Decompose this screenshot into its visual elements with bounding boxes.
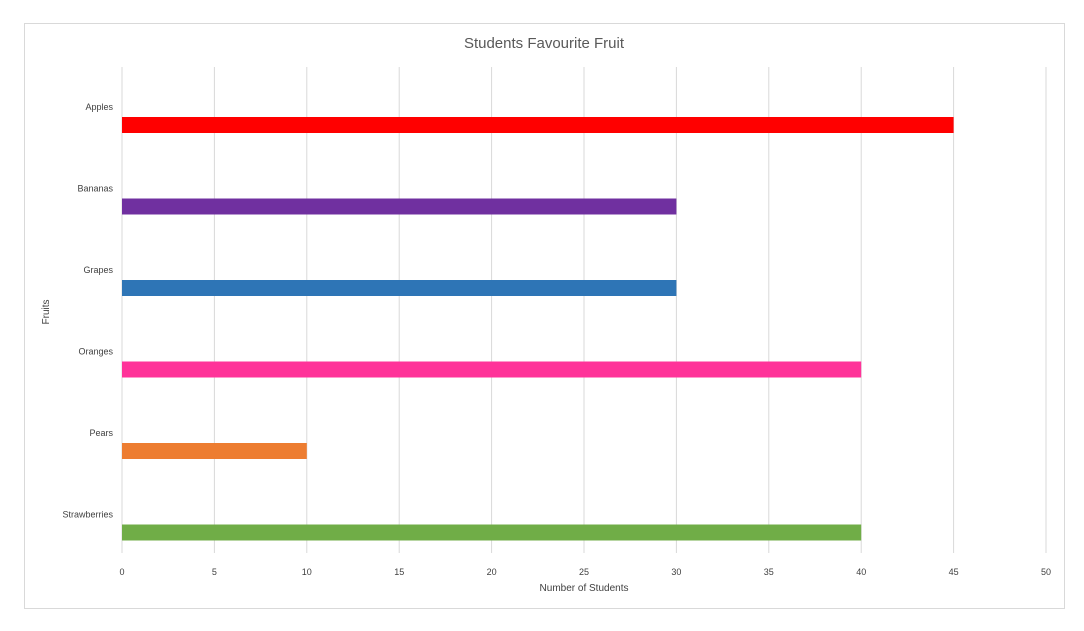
x-tick-label: 45 [949, 567, 959, 577]
category-label-strawberries: Strawberries [62, 510, 113, 520]
bar-strawberries[interactable] [122, 524, 862, 541]
category-label-apples: Apples [85, 102, 113, 112]
x-tick-label: 20 [487, 567, 497, 577]
gridlines [121, 67, 1047, 553]
x-tick-label: 0 [119, 567, 124, 577]
bar-oranges[interactable] [122, 361, 862, 378]
category-label-pears: Pears [89, 428, 113, 438]
x-tick-label: 10 [302, 567, 312, 577]
bar-bananas[interactable] [122, 198, 677, 215]
x-tick-label: 40 [856, 567, 866, 577]
x-tick-label: 35 [764, 567, 774, 577]
category-label-bananas: Bananas [77, 184, 113, 194]
x-tick-label: 15 [394, 567, 404, 577]
category-labels: Apples Bananas Grapes Oranges Pears Strawberr… [62, 102, 113, 520]
x-tick-label: 25 [579, 567, 589, 577]
category-label-oranges: Oranges [78, 347, 113, 357]
x-tick-label: 30 [671, 567, 681, 577]
category-label-grapes: Grapes [83, 265, 113, 275]
x-tick-label: 5 [212, 567, 217, 577]
bar-apples[interactable] [122, 117, 954, 133]
bars [122, 117, 954, 541]
chart-title: Students Favourite Fruit [464, 35, 625, 52]
y-axis-title: Fruits [41, 300, 52, 325]
bar-grapes[interactable] [122, 280, 677, 296]
x-tick-label: 50 [1041, 567, 1051, 577]
bar-pears[interactable] [122, 443, 307, 459]
x-tick-labels: 0 5 10 15 20 25 30 35 40 45 50 [119, 567, 1051, 577]
x-axis-title: Number of Students [540, 583, 629, 594]
